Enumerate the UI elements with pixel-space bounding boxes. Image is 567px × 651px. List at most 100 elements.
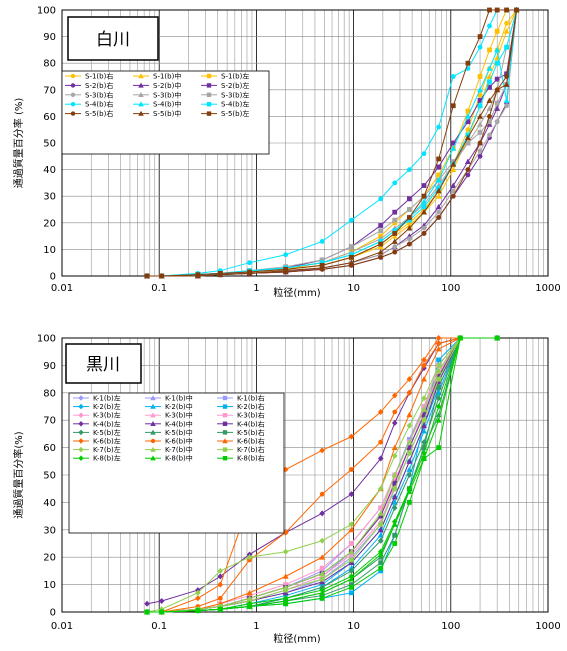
data-point — [477, 44, 483, 50]
data-point — [377, 510, 384, 516]
data-point — [494, 335, 500, 341]
x-axis-title: 粒径(mm) — [273, 286, 320, 299]
data-point — [392, 209, 398, 215]
data-point — [392, 220, 398, 226]
data-point — [503, 81, 510, 87]
data-point — [435, 367, 442, 374]
data-point — [487, 132, 492, 138]
data-point — [465, 119, 471, 125]
data-point — [494, 28, 500, 34]
legend-marker — [150, 412, 156, 418]
y-tick-label: 30 — [43, 192, 56, 203]
data-point — [348, 521, 355, 528]
data-point — [406, 207, 412, 212]
data-point — [159, 609, 165, 615]
series-line — [147, 9, 517, 277]
data-point — [421, 356, 427, 363]
data-point — [348, 433, 355, 440]
data-point — [283, 530, 289, 535]
data-point — [487, 7, 492, 13]
data-point — [391, 493, 398, 500]
data-point — [421, 225, 427, 231]
data-point — [450, 74, 456, 79]
legend-marker — [78, 395, 84, 401]
legend-marker — [78, 455, 84, 461]
data-point — [421, 183, 427, 188]
legend-box — [68, 392, 285, 534]
legend-label: K-6(b)中 — [165, 437, 193, 446]
data-point — [406, 167, 412, 173]
legend-marker — [222, 421, 228, 426]
data-point — [494, 105, 501, 111]
data-point — [246, 589, 253, 596]
x-tick-label: 0.1 — [151, 283, 167, 294]
data-point — [378, 223, 384, 228]
data-point — [247, 604, 252, 609]
data-point — [283, 266, 289, 272]
legend-label: K-1(b)左 — [93, 394, 121, 403]
legend-label: K-5(b)左 — [93, 428, 121, 437]
legend-marker — [206, 111, 212, 116]
data-point — [494, 46, 501, 53]
legend-marker — [150, 395, 156, 401]
data-point — [195, 272, 201, 278]
legend-marker — [138, 82, 144, 88]
legend-marker — [150, 455, 156, 461]
data-point — [420, 428, 427, 434]
data-point — [319, 491, 325, 497]
data-point — [158, 598, 165, 605]
data-point — [477, 129, 483, 135]
data-point — [450, 145, 457, 151]
legend-marker — [222, 438, 228, 444]
legend-marker — [150, 421, 156, 426]
data-point — [217, 606, 223, 612]
data-point — [348, 526, 355, 533]
data-point — [486, 65, 493, 71]
data-point — [435, 203, 442, 210]
series-line — [147, 9, 517, 277]
y-tick-label: 50 — [43, 139, 56, 150]
data-point — [477, 86, 484, 93]
data-point — [282, 548, 289, 555]
y-tick-label: 20 — [43, 218, 56, 229]
legend-box — [61, 70, 270, 155]
data-point — [349, 252, 354, 258]
data-point — [348, 259, 355, 266]
y-tick-label: 0 — [50, 608, 56, 619]
data-point — [477, 148, 483, 154]
legend-label: K-7(b)右 — [237, 445, 265, 454]
data-point — [392, 532, 398, 538]
x-tick-label: 1000 — [535, 283, 560, 294]
data-point — [420, 209, 427, 215]
data-point — [435, 345, 442, 352]
legend-label: S-3(b)右 — [85, 90, 113, 99]
legend-marker — [138, 110, 144, 116]
data-point — [377, 485, 384, 492]
data-point — [406, 225, 413, 231]
data-point — [487, 119, 492, 125]
data-point — [464, 158, 471, 165]
data-point — [247, 260, 252, 266]
data-point — [450, 193, 456, 199]
x-tick-label: 10 — [347, 283, 360, 294]
legend-marker — [206, 102, 212, 107]
data-point — [319, 578, 326, 585]
legend-label: S-3(b)中 — [153, 90, 181, 99]
legend-marker — [150, 438, 156, 444]
data-point — [348, 551, 355, 557]
data-point — [477, 121, 484, 127]
legend-marker — [78, 438, 84, 444]
legend-marker — [78, 421, 84, 427]
data-point — [436, 376, 442, 382]
x-tick-label: 0.01 — [51, 621, 73, 632]
legend-marker — [138, 92, 144, 97]
data-point — [421, 417, 427, 423]
data-point — [349, 541, 354, 546]
y-tick-label: 50 — [43, 471, 56, 482]
data-point — [406, 488, 413, 494]
y-tick-label: 20 — [43, 553, 56, 564]
x-tick-label: 100 — [441, 283, 460, 294]
data-point — [217, 581, 224, 588]
legend-label: K-5(b)右 — [237, 428, 265, 437]
data-point — [319, 537, 325, 544]
